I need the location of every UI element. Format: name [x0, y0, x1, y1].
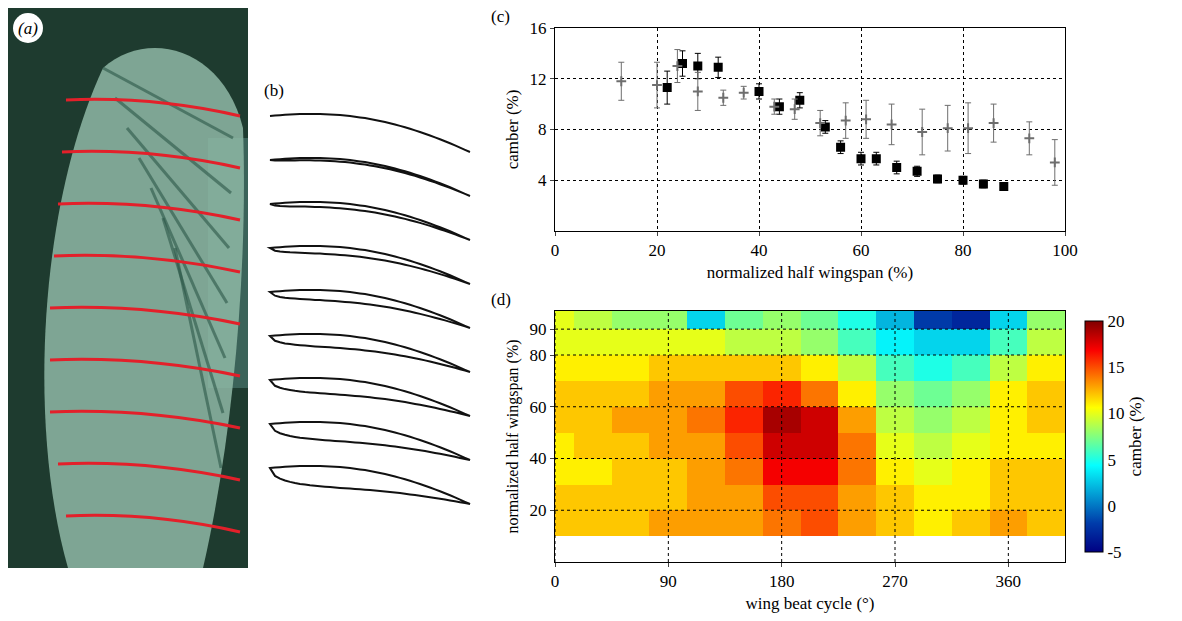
svg-text:90: 90: [530, 320, 547, 339]
svg-text:0: 0: [551, 241, 560, 260]
svg-text:360: 360: [996, 572, 1022, 591]
svg-text:20: 20: [649, 241, 666, 260]
svg-text:40: 40: [751, 241, 768, 260]
svg-text:180: 180: [769, 572, 795, 591]
svg-text:10: 10: [1107, 404, 1124, 423]
svg-text:60: 60: [530, 398, 547, 417]
svg-text:(c): (c): [491, 7, 510, 26]
svg-text:16: 16: [530, 19, 547, 38]
svg-text:40: 40: [530, 449, 547, 468]
svg-text:normalized half wingspan (%): normalized half wingspan (%): [504, 339, 522, 533]
svg-text:(a): (a): [18, 19, 38, 38]
svg-text:80: 80: [955, 241, 972, 260]
svg-text:20: 20: [530, 501, 547, 520]
svg-text:camber (%): camber (%): [1126, 397, 1145, 477]
svg-text:5: 5: [1107, 451, 1116, 470]
svg-text:8: 8: [538, 120, 547, 139]
svg-text:90: 90: [660, 572, 677, 591]
svg-text:100: 100: [1052, 241, 1078, 260]
svg-text:15: 15: [1107, 358, 1124, 377]
svg-text:0: 0: [551, 572, 560, 591]
svg-text:wing beat cycle (°): wing beat cycle (°): [745, 594, 874, 613]
svg-text:normalized half wingspan (%): normalized half wingspan (%): [707, 263, 913, 282]
svg-text:-5: -5: [1107, 543, 1121, 562]
svg-text:0: 0: [1107, 497, 1116, 516]
svg-text:(d): (d): [491, 290, 511, 309]
svg-text:60: 60: [853, 241, 870, 260]
svg-text:4: 4: [538, 171, 547, 190]
svg-text:80: 80: [530, 346, 547, 365]
svg-text:20: 20: [1107, 312, 1124, 331]
svg-text:camber (%): camber (%): [503, 90, 522, 170]
svg-text:(b): (b): [264, 81, 284, 100]
svg-text:12: 12: [530, 70, 547, 89]
svg-text:270: 270: [882, 572, 908, 591]
